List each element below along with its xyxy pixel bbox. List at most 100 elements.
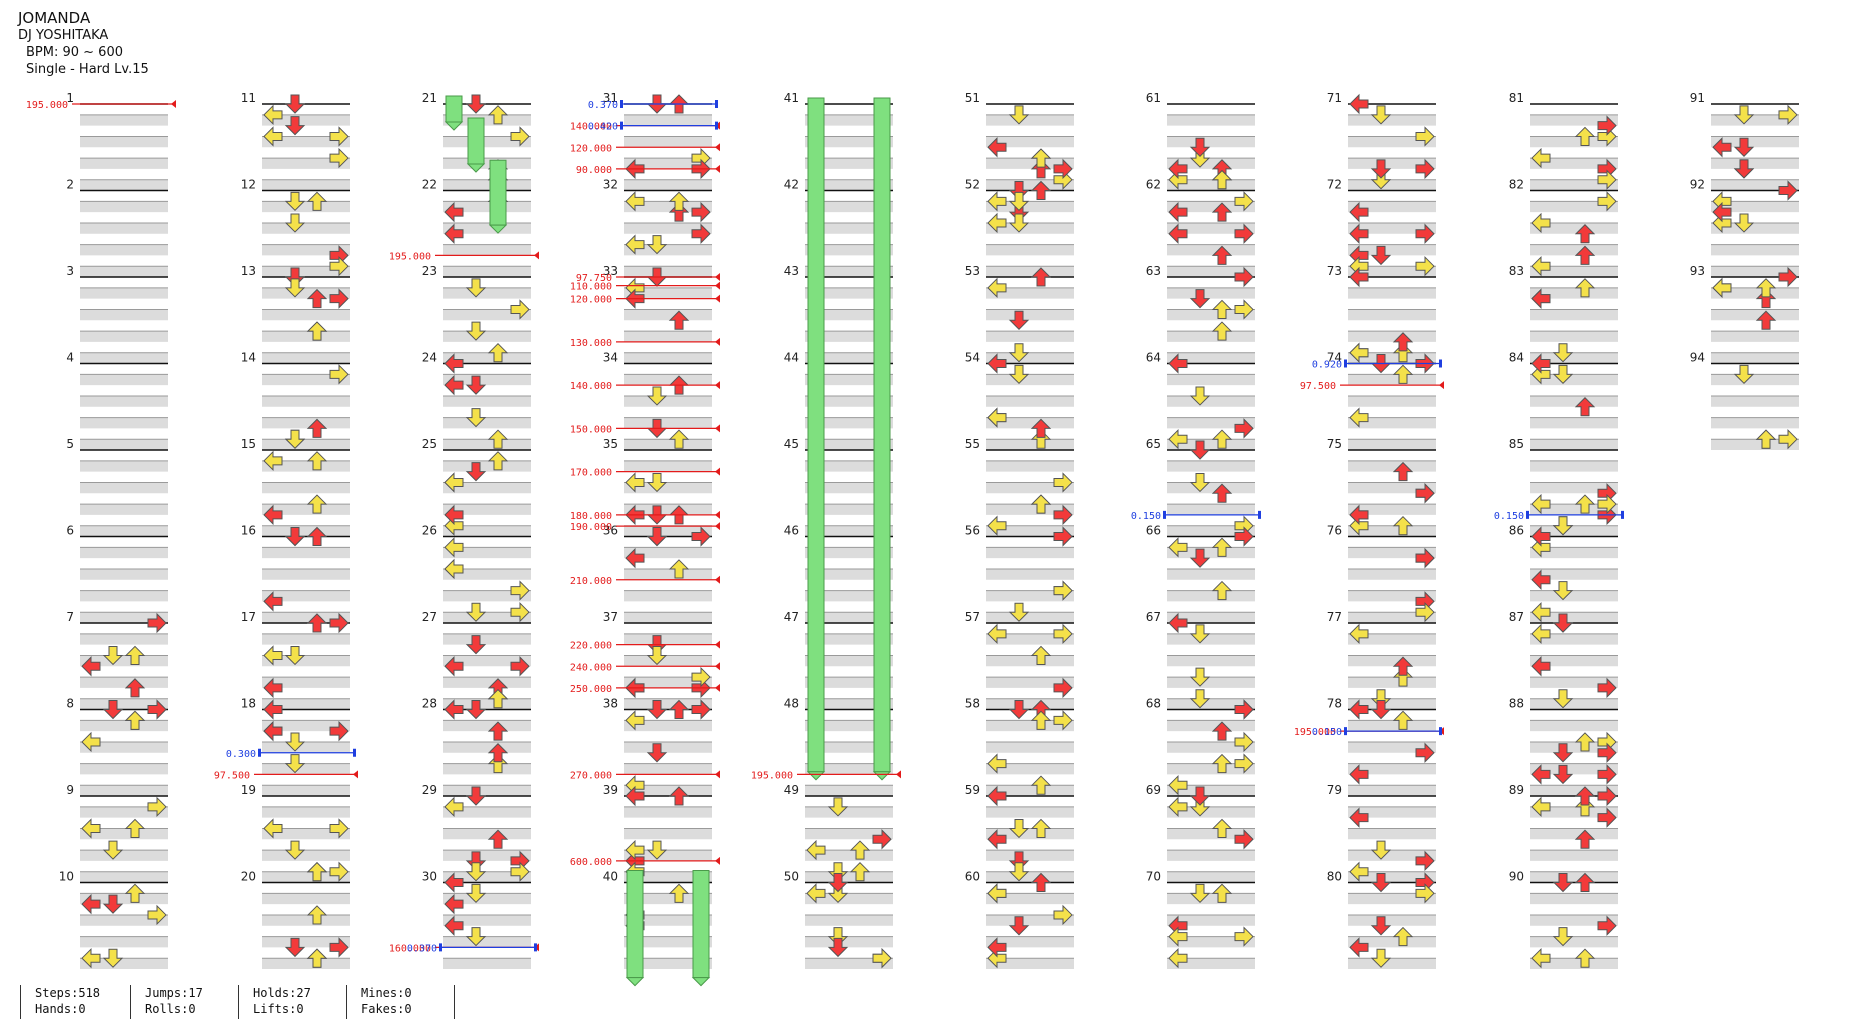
measure-number: 82 — [1509, 178, 1524, 192]
lane-shade — [262, 158, 350, 169]
lane-shade — [443, 482, 531, 494]
stop-marker-start — [620, 121, 623, 130]
lane-shade — [1167, 785, 1255, 796]
lane-shade — [1167, 244, 1255, 256]
lane-shade — [986, 828, 1074, 840]
measure-number: 75 — [1327, 437, 1342, 451]
step-arrow — [1349, 764, 1369, 785]
lane-shade — [805, 201, 893, 213]
step-arrow — [1008, 818, 1030, 839]
step-arrow — [1211, 883, 1233, 903]
lane-shade — [624, 395, 712, 407]
hold-tail — [806, 771, 826, 781]
step-arrow — [465, 602, 487, 622]
lane-shade — [986, 741, 1074, 753]
lane-shade — [80, 633, 168, 645]
step-arrow — [444, 223, 464, 244]
step-arrow — [1030, 645, 1052, 665]
lane-shade — [1348, 266, 1436, 277]
measure-number: 11 — [241, 91, 256, 105]
lane-shade — [262, 893, 350, 905]
lane-shade — [624, 266, 712, 277]
lane-shade — [80, 114, 168, 126]
lane-shade — [1348, 590, 1436, 602]
step-arrow — [306, 451, 328, 471]
step-arrow — [827, 937, 849, 958]
lane-shade — [805, 460, 893, 472]
lane-shade — [1530, 417, 1618, 429]
step-arrow — [1531, 353, 1551, 374]
lane-shade — [262, 720, 350, 732]
step-arrow — [646, 527, 668, 547]
step-arrow — [646, 840, 668, 860]
step-arrow — [1053, 472, 1073, 493]
lane-shade — [805, 525, 893, 537]
step-arrow — [1597, 191, 1617, 212]
stop-marker-start — [258, 748, 261, 757]
lane-shade — [624, 677, 712, 688]
lane-shade — [1530, 525, 1618, 537]
lane-shade — [624, 417, 712, 429]
lane-shade — [624, 136, 712, 148]
lane-shade — [80, 136, 168, 148]
lane-shade — [80, 612, 168, 623]
lane-shade — [1530, 655, 1618, 667]
lane-shade — [1711, 439, 1799, 450]
hold-body — [489, 159, 507, 226]
lane-shade — [262, 525, 350, 537]
step-arrow — [1189, 624, 1211, 644]
step-arrow — [1053, 677, 1073, 699]
measure-number: 62 — [1146, 178, 1161, 192]
lane-shade — [80, 893, 168, 905]
bpm-change-label: 140.000 — [570, 122, 612, 133]
lane-shade — [624, 525, 712, 537]
lane-shade — [1348, 439, 1436, 450]
measure-number: 79 — [1327, 783, 1342, 797]
lane-shade — [1711, 309, 1799, 321]
lane-shade — [262, 914, 350, 926]
step-arrow — [102, 645, 124, 666]
lane-shade — [624, 936, 712, 948]
step-arrow — [1234, 829, 1254, 850]
step-arrow — [987, 212, 1007, 234]
bpm-marker — [715, 640, 720, 649]
step-arrow — [263, 720, 283, 742]
lane-shade — [80, 655, 168, 667]
measure-number: 84 — [1509, 351, 1524, 365]
step-arrow — [1030, 872, 1052, 892]
step-arrow — [1552, 689, 1574, 709]
step-arrow — [284, 732, 306, 752]
bpm-change-label: 240.000 — [570, 662, 612, 673]
step-arrow — [1392, 515, 1414, 536]
lane-shade — [624, 741, 712, 753]
lane-shade — [1530, 871, 1618, 883]
lane-shade — [1530, 244, 1618, 256]
measure-number: 56 — [965, 524, 980, 538]
measure-number: 94 — [1690, 351, 1705, 365]
stat-jumps: Jumps:17 — [145, 986, 203, 1000]
measure-number: 29 — [422, 783, 437, 797]
lane-shade — [624, 568, 712, 580]
step-arrow — [147, 612, 167, 634]
measure-number: 15 — [241, 437, 256, 451]
lane-shade — [443, 590, 531, 602]
lane-shade — [1348, 287, 1436, 299]
lane-shade — [262, 331, 350, 342]
step-arrow — [1349, 937, 1369, 958]
stop-marker-start — [1344, 727, 1347, 736]
hold-body — [467, 117, 485, 165]
bpm-change-label: 97.500 — [1300, 381, 1336, 392]
step-arrow — [1392, 656, 1414, 676]
lane-shade — [1167, 850, 1255, 861]
lane-shade — [986, 958, 1074, 969]
bpm-change-label: 97.750 — [576, 273, 612, 284]
lane-shade — [262, 828, 350, 840]
lane-shade — [80, 222, 168, 234]
lane-shade — [1711, 114, 1799, 126]
lane-shade — [262, 633, 350, 645]
step-arrow — [263, 645, 283, 666]
bpm-change-label: 190.000 — [570, 522, 612, 533]
bpm-change-label: 195.000 — [751, 770, 793, 781]
step-arrow — [1597, 807, 1617, 828]
step-arrow — [510, 861, 530, 882]
